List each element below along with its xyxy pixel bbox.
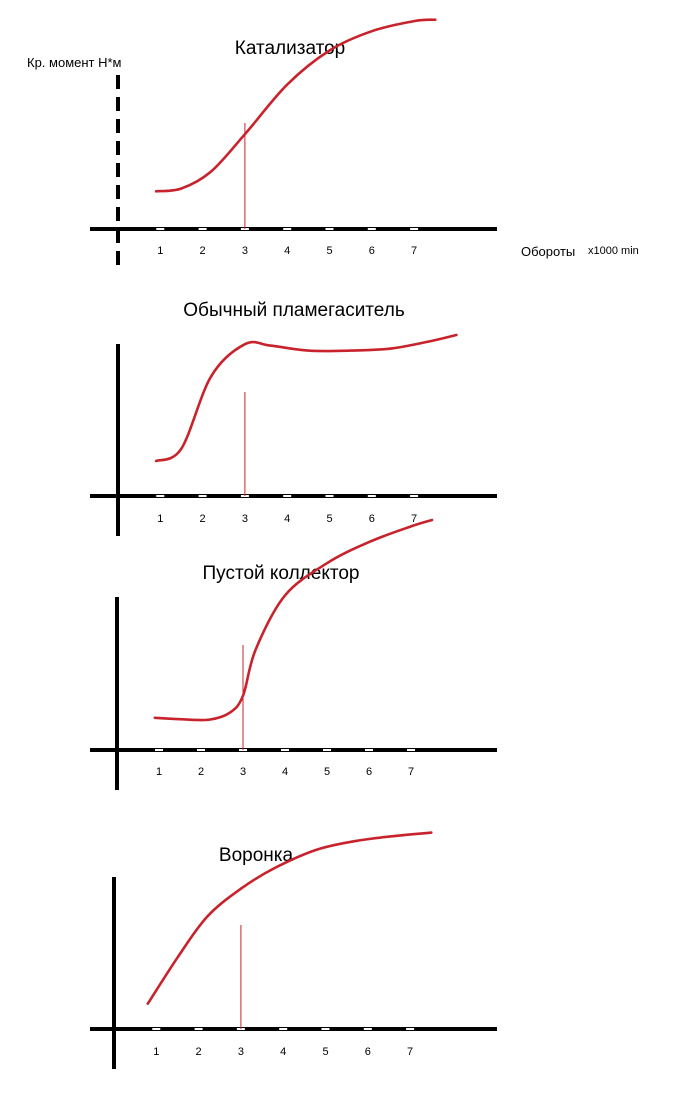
x-tick-label: 4 bbox=[282, 766, 288, 778]
chart-panel-2: Обычный пламегаситель 1 2 3 4 5 6 7 bbox=[90, 300, 497, 536]
chart-panel-1: Катализатор 1 2 3 4 5 6 7 bbox=[90, 18, 497, 269]
x-tick-label: 2 bbox=[198, 766, 204, 778]
torque-curve bbox=[153, 518, 434, 722]
x-tick-label: 1 bbox=[157, 245, 163, 257]
x-tick-label: 6 bbox=[369, 245, 375, 257]
x-tick-label: 4 bbox=[284, 245, 290, 257]
x-tick-label: 1 bbox=[153, 1046, 159, 1058]
x-tick-label: 6 bbox=[366, 766, 372, 778]
x-tick-label: 3 bbox=[238, 1046, 244, 1058]
x-tick-label: 5 bbox=[324, 766, 330, 778]
x-tick-label: 7 bbox=[411, 513, 417, 525]
x-tick-label: 2 bbox=[196, 1046, 202, 1058]
x-tick-label: 3 bbox=[240, 766, 246, 778]
x-tick-label: 3 bbox=[242, 245, 248, 257]
x-tick-label: 3 bbox=[242, 513, 248, 525]
x-tick-label: 5 bbox=[322, 1046, 328, 1058]
chart-panel-3: Пустой коллектор 1 2 3 4 5 6 7 bbox=[90, 518, 497, 790]
x-tick-label: 6 bbox=[369, 513, 375, 525]
chart-title: Катализатор bbox=[235, 38, 345, 59]
x-tick-label: 7 bbox=[407, 1046, 413, 1058]
x-tick-label: 7 bbox=[408, 766, 414, 778]
x-tick-label: 5 bbox=[326, 245, 332, 257]
y-axis-label: Кр. момент Н*м bbox=[27, 55, 122, 70]
x-tick-label: 7 bbox=[411, 245, 417, 257]
x-tick-label: 2 bbox=[200, 513, 206, 525]
chart-panel-4: Воронка 1 2 3 4 5 6 7 bbox=[90, 831, 497, 1069]
x-tick-label: 1 bbox=[157, 513, 163, 525]
x-tick-label: 1 bbox=[156, 766, 162, 778]
torque-curve bbox=[154, 18, 437, 193]
x-axis-label: Обороты bbox=[521, 244, 575, 259]
x-tick-label: 4 bbox=[280, 1046, 286, 1058]
x-tick-label: 2 bbox=[200, 245, 206, 257]
torque-curve bbox=[154, 333, 458, 463]
x-tick-label: 6 bbox=[365, 1046, 371, 1058]
chart-title: Обычный пламегаситель bbox=[183, 300, 405, 321]
x-axis-unit: x1000 min bbox=[588, 245, 639, 257]
chart-title: Пустой коллектор bbox=[203, 563, 360, 584]
x-tick-label: 4 bbox=[284, 513, 290, 525]
torque-curve bbox=[146, 831, 433, 1005]
chart-title: Воронка bbox=[219, 845, 294, 866]
x-tick-label: 5 bbox=[326, 513, 332, 525]
